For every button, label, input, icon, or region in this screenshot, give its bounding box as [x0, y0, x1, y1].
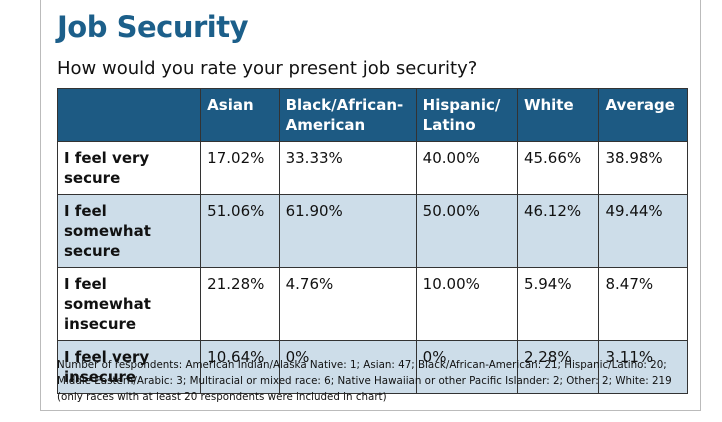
row-label: I feel somewhat secure [56, 194, 202, 268]
cell: 45.66% [516, 141, 600, 195]
column-header: White [516, 88, 600, 142]
cell: 4.76% [278, 267, 417, 341]
cell: 10.64% [200, 340, 280, 394]
cell: 40.00% [415, 141, 518, 195]
cell: 8.47% [598, 267, 688, 341]
header-row: Asian Black/African-American Hispanic/ Lat… [56, 88, 688, 142]
footnote-line: Middle Eastern/Arabic: 3; Multiracial or… [57, 375, 672, 387]
cell: 33.33% [278, 141, 417, 195]
cell: 0% [278, 340, 417, 394]
subtitle: How would you rate your present job secu… [57, 58, 478, 79]
cell: 17.02% [200, 141, 280, 195]
column-header [56, 88, 202, 142]
column-header: Black/African-American [278, 88, 417, 142]
cell: 50.00% [415, 194, 518, 268]
column-header: Average [598, 88, 688, 142]
cell: 2.28% [516, 340, 600, 394]
table-row: I feel very insecure 10.64% 0% 0% 2.28% 3.11% [56, 340, 688, 394]
cell: 51.06% [200, 194, 280, 268]
cell: 21.28% [200, 267, 280, 341]
frame [40, 0, 701, 411]
row-label: I feel very secure [56, 141, 202, 195]
table-row: I feel somewhat insecure 21.28% 4.76% 10.00… [56, 267, 688, 341]
cell: 61.90% [278, 194, 417, 268]
cell: 5.94% [516, 267, 600, 341]
cell: 0% [415, 340, 518, 394]
footnote-line: Number of respondents: American Indian/A… [57, 359, 667, 371]
column-header: Hispanic/ Latino [415, 88, 518, 142]
footnote: Number of respondents: American Indian/A… [57, 357, 672, 405]
cell: 49.44% [598, 194, 688, 268]
footnote-line: (only races with at least 20 respondents… [57, 391, 387, 403]
row-label: I feel very insecure [56, 340, 202, 394]
cell: 10.00% [415, 267, 518, 341]
table-row: I feel somewhat secure 51.06% 61.90% 50.00%… [56, 194, 688, 268]
cell: 46.12% [516, 194, 600, 268]
title: Job Security [57, 10, 248, 44]
column-header: Asian [200, 88, 280, 142]
cell: 38.98% [598, 141, 688, 195]
row-label: I feel somewhat insecure [56, 267, 202, 341]
table: Asian Black/African-American Hispanic/ Lat… [56, 88, 688, 394]
cell: 3.11% [598, 340, 688, 394]
table-row: I feel very secure 17.02% 33.33% 40.00% 45.6… [56, 141, 688, 195]
